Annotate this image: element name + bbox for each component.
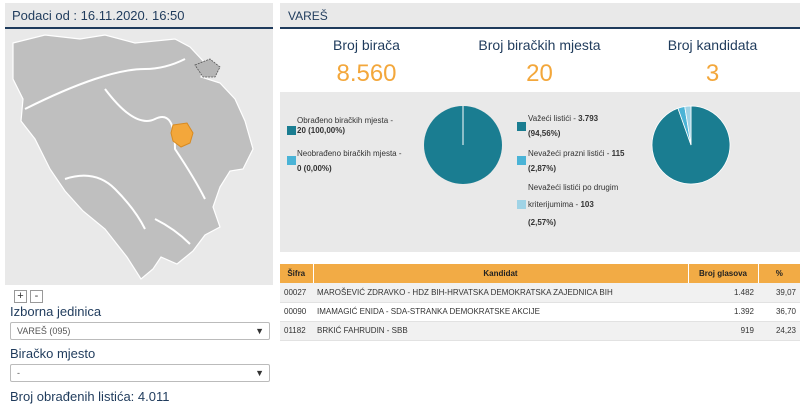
table-row[interactable]: 00027 MAROŠEVIĆ ZDRAVKO - HDZ BIH-HRVATS… <box>280 283 800 303</box>
legend-processed-line2: 20 (100,00%) <box>297 124 345 137</box>
cell-votes: 1.482 <box>688 283 758 303</box>
stat-value: 3 <box>705 60 720 87</box>
table-row[interactable]: 00090 IMAMAGIĆ ENIDA - SDA-STRANKA DEMOK… <box>280 302 800 322</box>
polling-stations-pie-chart <box>424 106 502 184</box>
data-timestamp-header: Podaci od : 16.11.2020. 16:50 <box>5 3 273 29</box>
polling-station-label: Biračko mjesto <box>10 346 96 361</box>
bih-map[interactable] <box>5 29 273 285</box>
legend-unprocessed-value: 0 (0,00%) <box>297 164 332 173</box>
cell-percent: 24,23 <box>758 321 800 341</box>
country-shape[interactable] <box>12 34 254 280</box>
right-panel: VAREŠ Broj birača 8.560 Broj biračkih mj… <box>280 0 800 413</box>
polling-station-value: - <box>17 368 20 378</box>
selected-municipality-vares[interactable] <box>170 122 194 148</box>
legend-valid-pct: (94,56%) <box>528 129 561 138</box>
chevron-down-icon: ▼ <box>255 326 264 336</box>
legend-valid-line2: (94,56%) <box>528 127 560 140</box>
legend-processed-line1: Obrađeno biračkih mjesta - <box>297 116 394 125</box>
legend-processed-value: 20 (100,00%) <box>297 126 346 135</box>
candidates-table: Šifra Kandidat Broj glasova % 00027 MARO… <box>280 264 800 341</box>
legend-other-line3: (2,57%) <box>528 216 556 229</box>
table-row[interactable]: 01182 BRKIĆ FAHRUDIN - SBB 919 24,23 <box>280 321 800 341</box>
legend-valid-count: 3.793 <box>578 114 599 123</box>
cell-candidate: MAROŠEVIĆ ZDRAVKO - HDZ BIH-HRVATSKA DEM… <box>313 283 688 303</box>
polling-station-select[interactable]: - ▼ <box>10 364 270 382</box>
municipality-header: VAREŠ <box>280 3 800 29</box>
pie-slice-other[interactable] <box>684 105 692 146</box>
brcko-district[interactable] <box>194 58 221 78</box>
legend-unprocessed-line1: Neobrađeno biračkih mjesta - <box>297 149 402 158</box>
legend-blank-count: 115 <box>611 149 625 158</box>
electoral-unit-label: Izborna jedinica <box>10 304 102 319</box>
cell-percent: 36,70 <box>758 302 800 322</box>
col-header-votes[interactable]: Broj glasova <box>688 264 759 283</box>
legend-other-label: kriterijumima - <box>528 200 581 209</box>
ballots-pie-chart <box>651 105 731 185</box>
legend-swatch-valid <box>517 122 526 131</box>
cell-candidate: IMAMAGIĆ ENIDA - SDA-STRANKA DEMOKRATSKE… <box>313 302 688 322</box>
cell-votes: 1.392 <box>688 302 758 322</box>
data-timestamp: Podaci od : 16.11.2020. 16:50 <box>12 8 185 23</box>
stat-value: 20 <box>526 60 553 87</box>
legend-other-count: 103 <box>580 200 594 209</box>
legend-blank-line1: Nevažeći prazni listići - 115 <box>528 147 624 160</box>
cell-code: 00027 <box>280 283 313 303</box>
legend-blank-label: Nevažeći prazni listići - <box>528 149 612 158</box>
left-panel: Podaci od : 16.11.2020. 16:50 + - Izborn… <box>0 0 273 413</box>
entity-border <box>24 58 206 245</box>
col-header-percent[interactable]: % <box>758 264 800 283</box>
stat-label: Broj kandidata <box>667 37 758 53</box>
processed-ballots-count: Broj obrađenih listića: 4.011 <box>10 389 170 404</box>
municipality-title: VAREŠ <box>288 9 328 23</box>
legend-blank-line2: (2,87%) <box>528 162 556 175</box>
map-container[interactable] <box>5 29 273 285</box>
legend-swatch-unprocessed <box>287 156 296 165</box>
stats-summary: Broj birača 8.560 Broj biračkih mjesta 2… <box>280 29 800 92</box>
legend-swatch-processed <box>287 126 296 135</box>
cell-votes: 919 <box>688 321 758 341</box>
legend-swatch-blank <box>517 156 526 165</box>
cell-candidate: BRKIĆ FAHRUDIN - SBB <box>313 321 688 341</box>
legend-valid-line1: Važeći listići - 3.793 <box>528 112 598 125</box>
table-header-row: Šifra Kandidat Broj glasova % <box>280 264 800 283</box>
legend-blank-pct: (2,87%) <box>528 164 557 173</box>
cell-code: 00090 <box>280 302 313 322</box>
chevron-down-icon: ▼ <box>255 368 264 378</box>
col-header-candidate[interactable]: Kandidat <box>313 264 689 283</box>
electoral-unit-select[interactable]: VAREŠ (095) ▼ <box>10 322 270 340</box>
col-header-code[interactable]: Šifra <box>280 264 314 283</box>
legend-valid-label: Važeći listići - <box>528 114 579 123</box>
legend-other-pct: (2,57%) <box>528 218 557 227</box>
zoom-in-button[interactable]: + <box>14 290 27 303</box>
stat-label: Broj biračkih mjesta <box>478 37 601 53</box>
charts-area: Obrađeno biračkih mjesta - 20 (100,00%) … <box>280 92 800 252</box>
legend-other-line2: kriterijumima - 103 <box>528 198 594 211</box>
cell-code: 01182 <box>280 321 313 341</box>
stat-label: Broj birača <box>333 37 400 53</box>
cell-percent: 39,07 <box>758 283 800 303</box>
electoral-unit-value: VAREŠ (095) <box>17 326 71 336</box>
zoom-out-button[interactable]: - <box>30 290 43 303</box>
legend-other-line1: Nevažeći listići po drugim <box>528 183 619 192</box>
stat-value: 8.560 <box>336 60 397 87</box>
legend-swatch-other <box>517 200 526 209</box>
legend-unprocessed-line2: 0 (0,00%) <box>297 162 332 175</box>
